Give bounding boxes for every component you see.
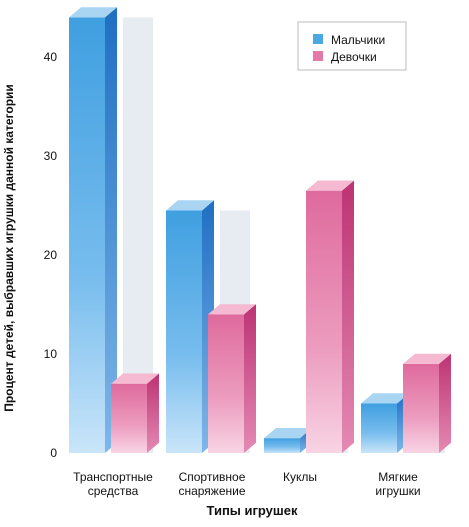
bar-front-girls [306, 190, 342, 453]
x-tick-line: Спортивное [179, 470, 246, 484]
bar-girls [111, 373, 159, 453]
x-tick-line: средства [88, 484, 139, 498]
y-tick-label: 0 [50, 446, 57, 460]
bar-side-girls [342, 180, 354, 453]
y-tick-label: 10 [44, 347, 58, 361]
x-axis-label: Типы игрушек [207, 503, 298, 518]
y-tick-label: 30 [44, 149, 58, 163]
bar-front-boys [264, 438, 300, 453]
y-tick-label: 20 [44, 248, 58, 262]
legend: Мальчики Девочки [297, 21, 407, 71]
x-tick-label: Транспортные средства [73, 470, 153, 498]
bar-top-boys [361, 393, 409, 404]
x-tick-line: Транспортные [73, 470, 153, 484]
bar-front-girls [403, 363, 439, 453]
x-tick-label: Куклы [283, 470, 317, 484]
bar-girls [403, 353, 451, 453]
bar-side-girls [147, 373, 159, 453]
y-axis-label: Процент детей, выбравших игрушки данной … [2, 84, 16, 412]
bar-boys [69, 7, 117, 454]
x-tick-line: игрушки [375, 484, 420, 498]
legend-swatch-girls [313, 51, 323, 61]
x-tick-label: Мягкие игрушки [375, 470, 420, 498]
bar-girls [208, 304, 256, 453]
x-tick-line: Мягкие [378, 470, 418, 484]
bar-top-girls [208, 304, 256, 315]
y-axis: 0 10 20 30 40 [44, 50, 58, 460]
bar-boys [264, 427, 312, 453]
x-axis: Транспортные средства Спортивное снаряжение… [73, 470, 420, 498]
bar-side-boys [105, 7, 117, 453]
bar-front-boys [361, 403, 397, 453]
bar-top-boys [166, 200, 214, 211]
legend-label-boys: Мальчики [331, 33, 385, 47]
x-tick-label: Спортивное снаряжение [178, 470, 245, 498]
bar-top-boys [69, 7, 117, 18]
bar-front-boys [69, 17, 105, 454]
bar-boys [361, 393, 409, 453]
bar-top-girls [306, 180, 354, 191]
legend-label-girls: Девочки [331, 50, 377, 64]
bar-top-girls [403, 353, 451, 364]
bar-top-boys [264, 427, 312, 439]
legend-box [297, 21, 407, 71]
bar-girls [306, 180, 354, 453]
bars [69, 7, 451, 454]
legend-swatch-boys [313, 34, 323, 44]
bar-front-girls [111, 383, 147, 453]
x-tick-line: Куклы [283, 470, 317, 484]
bar-boys [166, 200, 214, 453]
y-tick-label: 40 [44, 50, 58, 64]
bar-front-boys [166, 210, 202, 453]
bar-top-girls [111, 373, 159, 384]
bar-front-girls [208, 314, 244, 453]
bar-side-girls [244, 304, 256, 453]
bar-side-girls [439, 353, 451, 453]
x-tick-line: снаряжение [178, 484, 245, 498]
